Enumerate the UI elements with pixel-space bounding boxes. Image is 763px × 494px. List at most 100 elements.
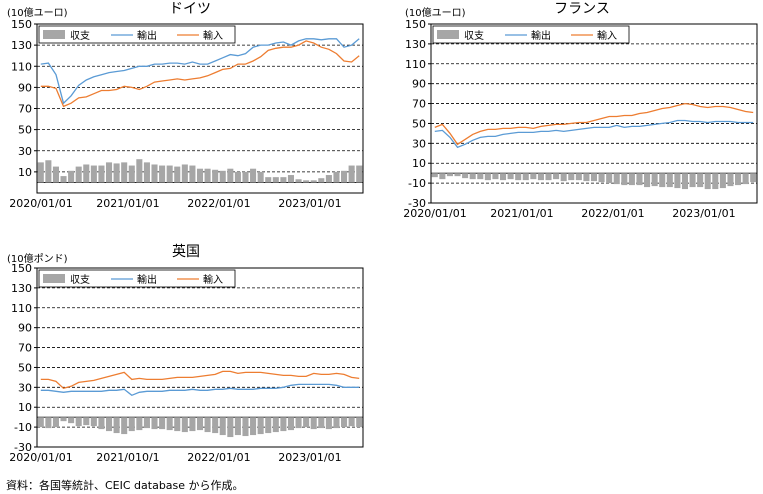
- y-tick-label: 50: [18, 124, 32, 137]
- bar-balance: [742, 173, 749, 185]
- bar-balance: [454, 173, 461, 177]
- line-export: [40, 38, 360, 105]
- legend-box: [432, 25, 630, 44]
- bar-balance: [568, 173, 575, 181]
- bar-balance: [666, 173, 673, 188]
- bar-balance: [265, 417, 272, 434]
- source-note: 資料：各国等統計、CEIC database から作成。: [6, 479, 244, 492]
- bar-balance: [325, 417, 332, 430]
- x-tick-label: 2022/01/01: [187, 197, 250, 210]
- x-tick-label: 2020/01/01: [9, 451, 72, 464]
- legend-swatch-balance: [43, 274, 65, 283]
- legend-label-import: 輸入: [203, 273, 223, 286]
- bar-balance: [644, 173, 651, 188]
- plot-frame: [36, 267, 364, 448]
- bar-balance: [712, 173, 719, 190]
- bar-balance: [484, 173, 491, 181]
- bar-balance: [431, 173, 438, 178]
- y-tick-label: 130: [11, 282, 32, 295]
- bar-balance: [560, 173, 567, 182]
- bar-balance: [128, 417, 135, 432]
- y-tick-label: 110: [405, 58, 426, 71]
- bar-balance: [113, 417, 120, 434]
- bar-balance: [659, 173, 666, 188]
- line-export: [434, 119, 754, 149]
- bar-balance: [196, 417, 204, 431]
- bar-balance: [341, 417, 348, 428]
- bar-balance: [469, 173, 476, 180]
- plot-frame: [430, 23, 758, 204]
- bar-balance: [37, 417, 44, 428]
- y-tick-label: 70: [412, 98, 426, 111]
- y-tick-label: 150: [11, 262, 32, 275]
- bar-balance: [325, 175, 332, 183]
- y-tick-label: 150: [11, 18, 32, 31]
- bar-balance: [606, 173, 613, 184]
- bar-balance: [212, 417, 219, 434]
- bar-balance: [318, 178, 325, 183]
- bar-balance: [105, 162, 113, 183]
- bar-balance: [310, 180, 317, 183]
- bar-balance: [105, 417, 113, 432]
- bar-balance: [68, 170, 75, 183]
- bar-balance: [613, 173, 620, 185]
- bar-balance: [303, 180, 310, 183]
- bar-balance: [204, 168, 211, 183]
- line-import: [40, 370, 360, 390]
- bar-balance: [151, 164, 158, 183]
- bar-balance: [333, 171, 340, 183]
- chart-panel-0: ドイツ (10億ユーロ) 10 30 50 70 90 110 130 150 2020/01/01…: [7, 1, 364, 210]
- bar-balance: [727, 173, 734, 187]
- bar-balance: [287, 175, 295, 183]
- bar-balance: [492, 173, 499, 180]
- bar-balance: [45, 417, 52, 429]
- bar-balance: [621, 173, 628, 186]
- bar-balance: [143, 162, 150, 183]
- y-tick-label: -30: [14, 441, 32, 454]
- legend-box: [38, 25, 236, 44]
- bar-balance: [121, 162, 128, 183]
- bar-balance: [136, 417, 143, 431]
- bar-balance: [166, 417, 173, 431]
- bar-balance: [689, 173, 696, 188]
- bar-balance: [159, 417, 166, 430]
- bar-balance: [234, 171, 241, 183]
- bar-balance: [295, 417, 302, 429]
- bar-balance: [60, 176, 67, 183]
- legend-label-import: 輸入: [597, 29, 617, 42]
- legend-label-export: 輸出: [137, 273, 157, 286]
- bar-balance: [356, 417, 363, 428]
- bar-balance: [68, 417, 75, 424]
- bar-balance: [356, 165, 363, 183]
- y-tick-label: 110: [11, 60, 32, 73]
- bar-balance: [522, 173, 529, 181]
- bar-balance: [234, 417, 241, 436]
- bar-balance: [159, 165, 166, 183]
- bar-balance: [272, 177, 279, 183]
- y-tick-label: 70: [18, 342, 32, 355]
- x-tick-label: 2022/01/01: [187, 451, 250, 464]
- bar-balance: [189, 417, 196, 432]
- bar-balance: [719, 173, 726, 189]
- chart-panel-2: 英国 (10億ポンド) -30 -10 10 30 50 70 90 110 130 150 2020/…: [7, 243, 364, 464]
- bar-balance: [83, 164, 90, 183]
- bar-balance: [681, 173, 689, 190]
- bar-balance: [280, 177, 287, 183]
- legend-swatch-balance: [43, 30, 65, 39]
- bar-balance: [318, 417, 325, 429]
- chart-title: 英国: [172, 243, 200, 260]
- x-tick-label: 2021/01/01: [96, 197, 159, 210]
- bar-balance: [143, 417, 150, 429]
- bar-balance: [37, 162, 44, 183]
- bar-balance: [174, 417, 181, 432]
- bar-balance: [575, 173, 582, 181]
- x-tick-label: 2023/01/01: [672, 207, 735, 220]
- chart-title: ドイツ: [169, 1, 211, 17]
- bar-balance: [166, 165, 173, 183]
- bar-balance: [83, 417, 90, 426]
- bar-balance: [121, 417, 128, 435]
- bar-balance: [295, 179, 302, 183]
- bar-balance: [181, 417, 188, 433]
- bar-balance: [257, 171, 264, 183]
